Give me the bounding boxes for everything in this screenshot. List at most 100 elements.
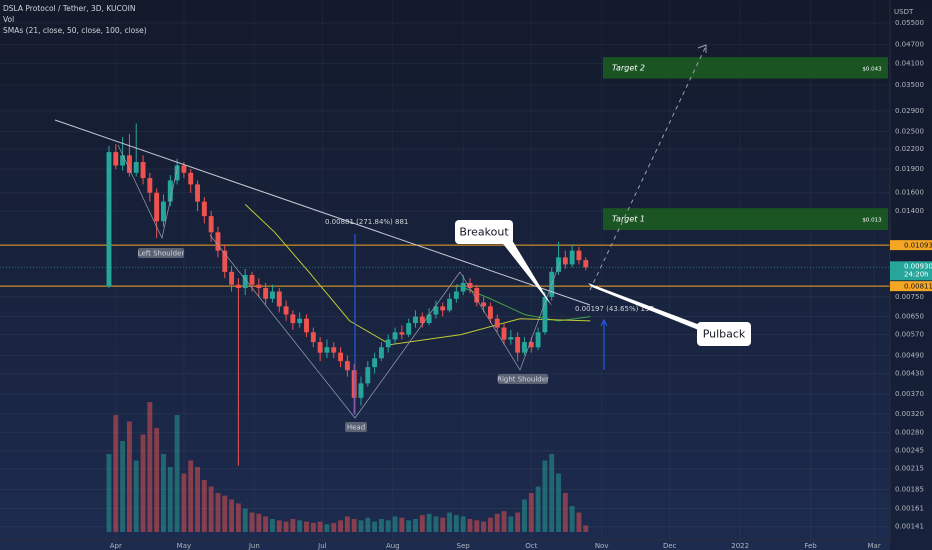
y-tick-label: 0.00430	[895, 369, 924, 377]
trend-line	[54, 119, 591, 306]
y-tick-label: 0.00161	[895, 504, 924, 512]
volume-bar	[161, 454, 166, 532]
candle-body	[515, 337, 521, 353]
volume-bar	[106, 454, 112, 532]
pattern-label: Head	[347, 424, 365, 432]
volume-bar	[126, 421, 132, 532]
volume-bar	[147, 402, 153, 532]
volume-bar	[528, 493, 534, 532]
pattern-label: Left Shoulder	[138, 250, 185, 258]
volume-bar	[508, 516, 514, 532]
candle-body	[392, 332, 398, 340]
candle-body	[222, 250, 228, 272]
volume-bar	[426, 513, 432, 532]
target-price: $0.043	[862, 66, 882, 72]
volume-bar	[140, 434, 146, 532]
y-tick-label: 0.01600	[895, 189, 924, 197]
y-tick-label: 0.01400	[895, 207, 924, 215]
callout	[697, 322, 751, 346]
candle-body	[406, 323, 412, 335]
y-tick-label: 0.00490	[895, 351, 924, 359]
candle-body	[263, 288, 269, 299]
volume-bar	[494, 513, 500, 532]
measure-arrow-head	[600, 318, 608, 327]
volume-bar	[242, 508, 248, 532]
y-tick-label: 0.00320	[895, 410, 924, 418]
candle-body	[235, 284, 241, 289]
volume-bar	[297, 520, 303, 532]
y-tick-label: 0.00650	[895, 313, 924, 321]
volume-bar	[201, 480, 207, 532]
candle-body	[242, 274, 248, 289]
candle-body	[487, 306, 493, 319]
candle-body	[344, 361, 350, 371]
target-zone	[603, 57, 888, 79]
volume-bar	[549, 454, 555, 532]
candle-body	[372, 358, 378, 368]
volume-bar	[467, 519, 473, 532]
candle-body	[569, 250, 575, 265]
y-tick-label: 0.03500	[895, 81, 924, 89]
labels: DSLA Protocol / Tether, 3D, KUCOIN Vol S…	[3, 4, 147, 35]
projection-arrow	[697, 44, 707, 53]
candle-body	[583, 260, 589, 268]
candle-body	[290, 314, 296, 324]
candle-body	[181, 165, 187, 173]
volume-bar	[304, 521, 309, 532]
label-box	[138, 248, 184, 258]
x-tick-label: Oct	[525, 542, 537, 550]
x-tick-label: 2022	[731, 542, 749, 550]
y-tick-label: 0.04100	[895, 59, 924, 67]
price-tag	[890, 240, 932, 251]
candle-body	[399, 332, 405, 335]
candle-body	[154, 192, 160, 222]
candle-body	[535, 332, 541, 348]
candle-body	[467, 282, 473, 289]
volume-bar	[317, 521, 323, 532]
volume-label: Vol	[3, 15, 14, 24]
candle-body	[297, 318, 303, 324]
volume-bar	[515, 512, 521, 532]
volume-bar	[535, 486, 541, 532]
volume-bar	[440, 517, 446, 532]
candle-body	[208, 216, 214, 233]
y-tick-label: 0.04700	[895, 41, 924, 49]
x-tick-label: Feb	[804, 542, 817, 550]
candle-body	[433, 306, 439, 315]
y-tick-label: 0.02200	[895, 145, 924, 153]
volume-bar	[522, 499, 527, 532]
volume-bar	[120, 441, 126, 532]
volume-bar	[460, 516, 466, 532]
volume-bar	[583, 525, 589, 532]
price-tag	[890, 261, 932, 281]
x-tick-label: Apr	[110, 542, 122, 550]
volume-bar	[481, 521, 487, 532]
candle-body	[310, 332, 316, 343]
countdown-label: 24:20h	[904, 270, 929, 278]
indicator-label: SMAs (21, close, 50, close, 100, close)	[3, 26, 147, 35]
measure-label: 0.00881 (271.84%) 881	[325, 218, 408, 226]
candle-body	[120, 155, 126, 166]
volume-bar	[188, 460, 194, 532]
candle-body	[474, 288, 480, 303]
volume-bar	[256, 513, 262, 532]
x-tick-label: Jun	[248, 542, 260, 550]
candle-body	[317, 342, 323, 353]
candle-body	[494, 318, 500, 328]
callout	[455, 220, 513, 244]
overlays: Target 1 $0.013 Target 2 $0.043	[0, 57, 890, 346]
candle-body	[106, 152, 112, 287]
x-tick-label: Dec	[663, 542, 677, 550]
candle-body	[508, 337, 514, 340]
volume-bar	[154, 428, 160, 532]
pattern-left	[117, 144, 179, 240]
candle-body	[161, 201, 166, 222]
candle-body	[481, 302, 487, 307]
candle-body	[283, 306, 289, 315]
price-tag-label: 0.00811	[904, 283, 932, 291]
volume-bar	[290, 519, 296, 532]
candle-body	[453, 291, 459, 299]
